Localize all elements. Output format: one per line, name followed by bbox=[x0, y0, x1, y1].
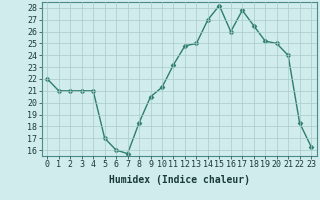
X-axis label: Humidex (Indice chaleur): Humidex (Indice chaleur) bbox=[109, 175, 250, 185]
